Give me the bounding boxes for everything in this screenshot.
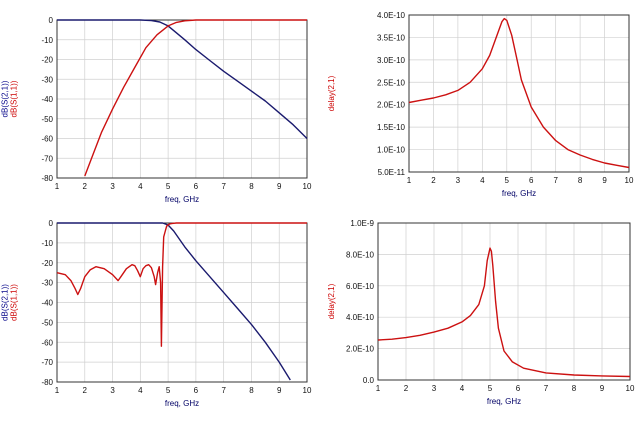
y-tick-label: 0: [49, 219, 54, 228]
series-line-2: [84, 19, 307, 177]
series-line-1: [408, 17, 630, 169]
x-tick-label: 3: [432, 384, 437, 393]
x-tick-label: 6: [516, 384, 521, 393]
x-axis-label: freq, GHz: [165, 399, 199, 408]
chart-svg: 1 2 3 4 5 6 7 8 9 10 1.0E-9 8.0E-10 6.0E-10 4.0E-10 2.…: [327, 219, 635, 406]
y-tick-label: -40: [41, 95, 53, 104]
x-tick-label: 6: [194, 182, 199, 191]
x-tick-label: 2: [83, 182, 88, 191]
y-tick-label: -20: [41, 259, 53, 268]
y-tick-label: 3.5E-10: [377, 33, 406, 42]
x-tick-label: 9: [277, 386, 282, 395]
y-tick-label: 0: [49, 16, 54, 25]
x-tick-label: 5: [488, 384, 493, 393]
chart-panel-bottom-right: 1 2 3 4 5 6 7 8 9 10 1.0E-9 8.0E-10 6.0E-10 4.0E-10 2.…: [320, 210, 640, 420]
x-tick-label: 8: [249, 182, 254, 191]
x-tick-label: 4: [138, 386, 143, 395]
x-tick-label: 1: [55, 182, 60, 191]
y-tick-label: 4.0E-10: [346, 313, 375, 322]
x-tick-label: 4: [138, 182, 143, 191]
x-tick-label: 1: [376, 384, 381, 393]
x-tick-label: 9: [600, 384, 605, 393]
x-tick-label: 2: [404, 384, 409, 393]
x-tick-label: 10: [303, 386, 312, 395]
x-tick-label: 6: [529, 176, 534, 185]
y-axis-label: delay(2,1): [327, 283, 336, 319]
x-tick-label: 5: [505, 176, 510, 185]
x-tick-label: 4: [460, 384, 465, 393]
y-tick-label: 5.0E-11: [378, 168, 406, 177]
x-tick-label: 4: [480, 176, 485, 185]
x-tick-label: 3: [110, 386, 115, 395]
x-tick-label: 3: [110, 182, 115, 191]
series-line-1: [377, 247, 631, 378]
x-tick-label: 3: [456, 176, 461, 185]
x-tick-label: 8: [578, 176, 583, 185]
chart-panel-top-right: 1 2 3 4 5 6 7 8 9 10 4.0E-10 3.5E-10 3.0E-10 2.5E-10 2…: [320, 0, 640, 210]
x-tick-label: 7: [221, 386, 226, 395]
y-axis-label: dB(S(1,1)): [10, 80, 19, 117]
x-axis-label: freq, GHz: [487, 397, 521, 406]
y-tick-label: -60: [41, 135, 53, 144]
plot-frame: [377, 222, 631, 381]
x-tick-label: 1: [55, 386, 60, 395]
y-tick-label: 1.0E-10: [377, 146, 406, 155]
y-axis-label: delay(2,1): [327, 75, 336, 111]
chart-svg: 1 2 3 4 5 6 7 8 9 10 0 -10 -20 -30 -40 -50 -60 -70 -80 freq…: [1, 16, 312, 204]
x-tick-label: 5: [166, 386, 171, 395]
y-tick-label: -20: [41, 56, 53, 65]
plot-frame: [408, 14, 630, 173]
x-tick-label: 9: [277, 182, 282, 191]
y-tick-label: 1.0E-9: [350, 219, 374, 228]
y-tick-label: 0.0: [363, 376, 375, 385]
x-axis-label: freq, GHz: [165, 195, 199, 204]
chart-panel-bottom-left: 1 2 3 4 5 6 7 8 9 10 0 -10 -20 -30 -40 -50 -60 -70 -80 freq…: [0, 210, 320, 420]
series-line-1: [57, 222, 291, 381]
x-tick-label: 6: [194, 386, 199, 395]
series-line-1: [57, 19, 308, 139]
y-tick-label: -10: [41, 36, 53, 45]
x-tick-label: 7: [553, 176, 558, 185]
y-axis-label: dB(S(2,1)): [1, 284, 10, 321]
y-tick-label: 4.0E-10: [377, 11, 406, 20]
chart-svg: 1 2 3 4 5 6 7 8 9 10 0 -10 -20 -30 -40 -50 -60 -70 -80 freq…: [1, 219, 312, 408]
y-tick-label: -50: [41, 115, 53, 124]
chart-svg: 1 2 3 4 5 6 7 8 9 10 4.0E-10 3.5E-10 3.0E-10 2.5E-10 2…: [327, 11, 634, 198]
x-tick-label: 10: [625, 176, 634, 185]
y-axis-label: dB(S(2,1)): [1, 80, 10, 117]
plot-frame: [56, 19, 308, 179]
y-tick-label: 1.5E-10: [377, 123, 406, 132]
chart-panel-top-left: 1 2 3 4 5 6 7 8 9 10 0 -10 -20 -30 -40 -50 -60 -70 -80 freq…: [0, 0, 320, 210]
x-tick-label: 2: [431, 176, 436, 185]
y-tick-label: -30: [41, 75, 53, 84]
y-tick-label: 8.0E-10: [346, 250, 375, 259]
y-tick-label: -80: [41, 174, 53, 183]
x-tick-label: 10: [303, 182, 312, 191]
y-tick-label: -70: [41, 154, 53, 163]
x-tick-label: 2: [83, 386, 88, 395]
series-line-2: [56, 222, 307, 347]
x-axis-label: freq, GHz: [502, 189, 536, 198]
y-tick-label: -40: [41, 299, 53, 308]
x-tick-label: 8: [249, 386, 254, 395]
x-tick-label: 1: [407, 176, 412, 185]
y-tick-label: -80: [41, 378, 53, 387]
y-tick-label: 6.0E-10: [346, 282, 375, 291]
x-tick-label: 10: [626, 384, 635, 393]
y-tick-label: 2.5E-10: [377, 78, 406, 87]
y-tick-label: 3.0E-10: [377, 56, 406, 65]
x-tick-label: 7: [221, 182, 226, 191]
y-tick-label: 2.0E-10: [377, 101, 406, 110]
y-tick-label: -70: [41, 358, 53, 367]
y-tick-label: -10: [41, 239, 53, 248]
y-tick-label: 2.0E-10: [346, 345, 375, 354]
y-axis-label: dB(S(1,1)): [10, 284, 19, 321]
x-tick-label: 9: [602, 176, 607, 185]
x-tick-label: 8: [572, 384, 577, 393]
y-tick-label: -30: [41, 279, 53, 288]
x-tick-label: 7: [544, 384, 549, 393]
y-tick-label: -60: [41, 338, 53, 347]
x-tick-label: 5: [166, 182, 171, 191]
y-tick-label: -50: [41, 318, 53, 327]
